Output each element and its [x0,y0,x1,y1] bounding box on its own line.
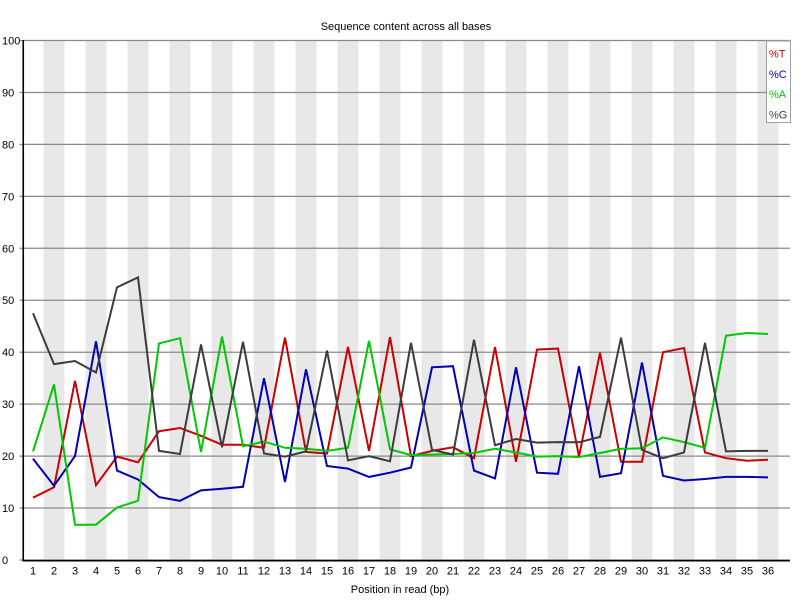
svg-text:18: 18 [384,566,396,578]
svg-text:%G: %G [769,109,787,121]
svg-text:%A: %A [769,89,787,101]
svg-text:31: 31 [657,566,669,578]
svg-text:50: 50 [2,295,14,307]
svg-text:12: 12 [258,566,270,578]
svg-text:5: 5 [114,566,120,578]
svg-text:30: 30 [2,399,14,411]
svg-text:30: 30 [636,566,648,578]
svg-text:1: 1 [30,566,36,578]
svg-text:100: 100 [2,36,20,48]
svg-text:14: 14 [300,566,312,578]
svg-text:%C: %C [769,69,787,81]
svg-text:6: 6 [135,566,141,578]
svg-text:22: 22 [468,566,480,578]
svg-text:29: 29 [615,566,627,578]
svg-text:8: 8 [177,566,183,578]
svg-text:36: 36 [762,566,774,578]
svg-text:15: 15 [321,566,333,578]
svg-text:27: 27 [573,566,585,578]
svg-text:11: 11 [237,566,248,578]
svg-text:2: 2 [51,566,57,578]
svg-text:32: 32 [678,566,690,578]
svg-text:4: 4 [93,566,99,578]
svg-text:40: 40 [2,347,14,359]
svg-text:13: 13 [279,566,291,578]
svg-text:70: 70 [2,191,14,203]
svg-text:90: 90 [2,87,14,99]
svg-text:25: 25 [531,566,543,578]
svg-text:%T: %T [769,49,786,61]
svg-text:20: 20 [426,566,438,578]
svg-text:10: 10 [2,503,14,515]
svg-text:28: 28 [594,566,606,578]
svg-text:60: 60 [2,243,14,255]
svg-text:16: 16 [342,566,354,578]
svg-text:26: 26 [552,566,564,578]
svg-text:35: 35 [741,566,753,578]
svg-text:21: 21 [447,566,459,578]
svg-text:19: 19 [405,566,417,578]
svg-text:0: 0 [2,555,8,567]
svg-text:Position in read (bp): Position in read (bp) [351,584,449,596]
svg-text:24: 24 [510,566,522,578]
svg-text:3: 3 [72,566,78,578]
svg-text:33: 33 [699,566,711,578]
svg-text:20: 20 [2,451,14,463]
svg-text:Sequence content across all ba: Sequence content across all bases [321,21,492,33]
svg-text:17: 17 [363,566,375,578]
svg-text:7: 7 [156,566,162,578]
svg-text:34: 34 [720,566,732,578]
svg-text:9: 9 [198,566,204,578]
svg-text:10: 10 [216,566,228,578]
svg-text:80: 80 [2,139,14,151]
svg-text:23: 23 [489,566,501,578]
